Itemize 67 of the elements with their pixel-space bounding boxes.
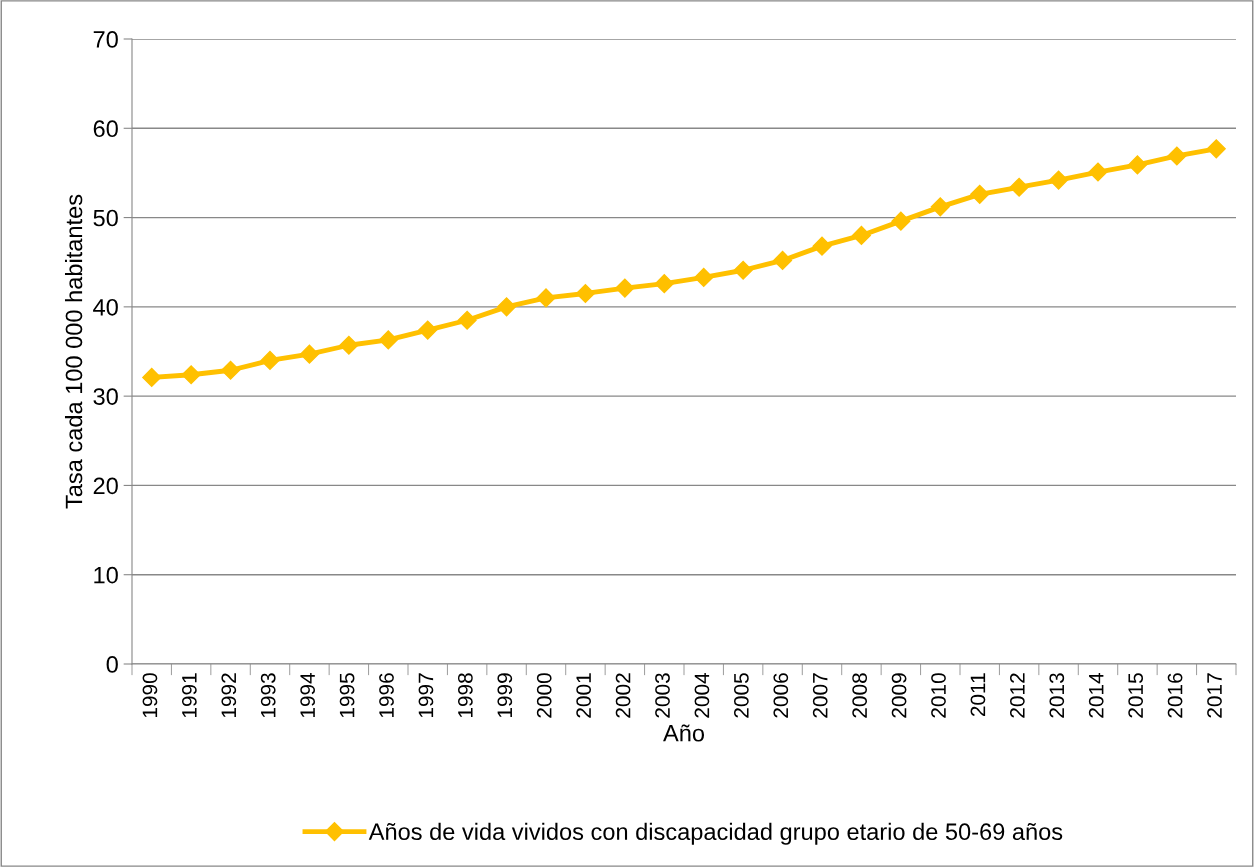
point [497,297,517,317]
x-tick-label: 2015 [1128,673,1144,718]
x-tick-label: 2008 [852,673,868,718]
x-tick-label: 1995 [339,673,355,718]
point [1049,170,1069,190]
x-tick-label: 2009 [891,673,907,718]
point [930,197,950,217]
point [457,310,477,330]
x-axis-title: Año [663,724,705,742]
point [1206,139,1226,159]
point [1009,177,1029,197]
x-tick-label: 2010 [931,673,946,718]
y-axis-title: Tasa cada 100 000 habitantes [64,194,83,509]
point [378,330,398,350]
point [1127,155,1147,175]
x-tick-label: 2016 [1167,673,1183,718]
point [891,211,911,231]
x-tick-label: 1999 [497,673,513,718]
x-tick-label: 2011 [970,673,986,717]
y-tick-label: 50 [93,209,118,227]
x-tick-label: 1993 [260,673,276,718]
x-tick-label: 2003 [655,673,670,718]
x-tick-label: 2014 [1088,672,1104,718]
point [299,344,319,364]
point [615,278,635,298]
x-tick-label: 1996 [379,673,394,718]
x-tick-label: 2006 [773,673,789,718]
x-tick-label: 2013 [1049,673,1065,718]
point [654,274,674,294]
point [181,365,201,385]
point [970,184,990,204]
point [1088,162,1108,182]
point [536,288,556,308]
y-tick-label: 40 [93,298,118,316]
x-tick-label: 1994 [300,672,316,718]
x-tick-label: 1991 [181,673,197,718]
point [221,360,241,380]
x-tick-label: 2004 [694,672,710,718]
x-tick-label: 2007 [812,673,828,718]
point [773,250,793,270]
y-tick-label: 30 [93,388,118,405]
point [418,320,438,340]
y-tick-label: 10 [94,566,118,584]
x-tick-label: 2002 [615,673,631,718]
point [812,236,832,256]
point [575,283,595,303]
point [851,225,871,245]
y-tick-label: 70 [93,31,118,48]
point [1167,146,1187,166]
x-tick-label: 1997 [418,673,434,718]
x-tick-label: 2017 [1207,673,1222,718]
y-tick-label: 20 [93,477,118,495]
point [733,260,753,280]
x-tick-label: 2005 [733,673,749,718]
x-tick-label: 2012 [1009,673,1025,718]
point [694,267,714,287]
point [142,367,162,387]
point [260,350,280,370]
legend-label: Años de vida vividos con discapacidad grupo etario de 50-69 años [368,822,1063,845]
y-tick-label: 60 [93,120,118,138]
x-tick-label: 1992 [221,673,237,718]
x-tick-label: 1990 [142,673,158,718]
x-tick-label: 2000 [536,673,552,718]
x-tick-label: 1998 [457,673,473,718]
x-tick-label: 2001 [576,673,592,718]
point [339,335,359,355]
y-tick-label: 0 [106,656,118,673]
